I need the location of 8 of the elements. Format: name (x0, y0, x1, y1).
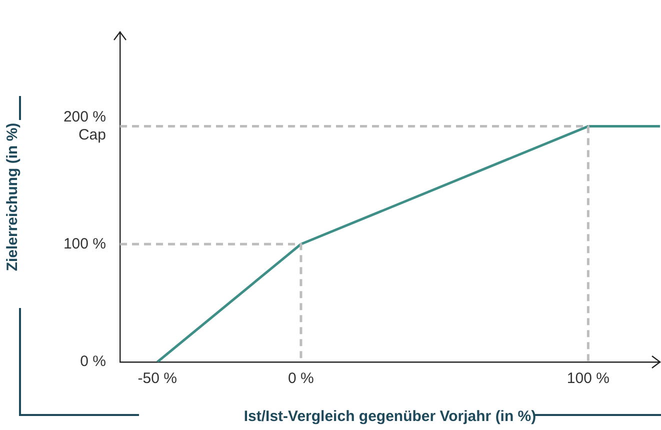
y-tick-label: 100 % (63, 235, 106, 252)
x-tick-label: 100 % (566, 370, 610, 388)
y-tick-label: 200 % Cap (63, 108, 106, 144)
x-tick-label: 0 % (288, 370, 314, 388)
x-tick-label: -50 % (138, 370, 177, 388)
y-tick-label: 0 % (80, 353, 106, 370)
y-axis-title: Zielerreichung (in %) (4, 122, 22, 272)
x-axis-title: Ist/Ist-Vergleich gegenüber Vorjahr (in %) (244, 408, 536, 426)
